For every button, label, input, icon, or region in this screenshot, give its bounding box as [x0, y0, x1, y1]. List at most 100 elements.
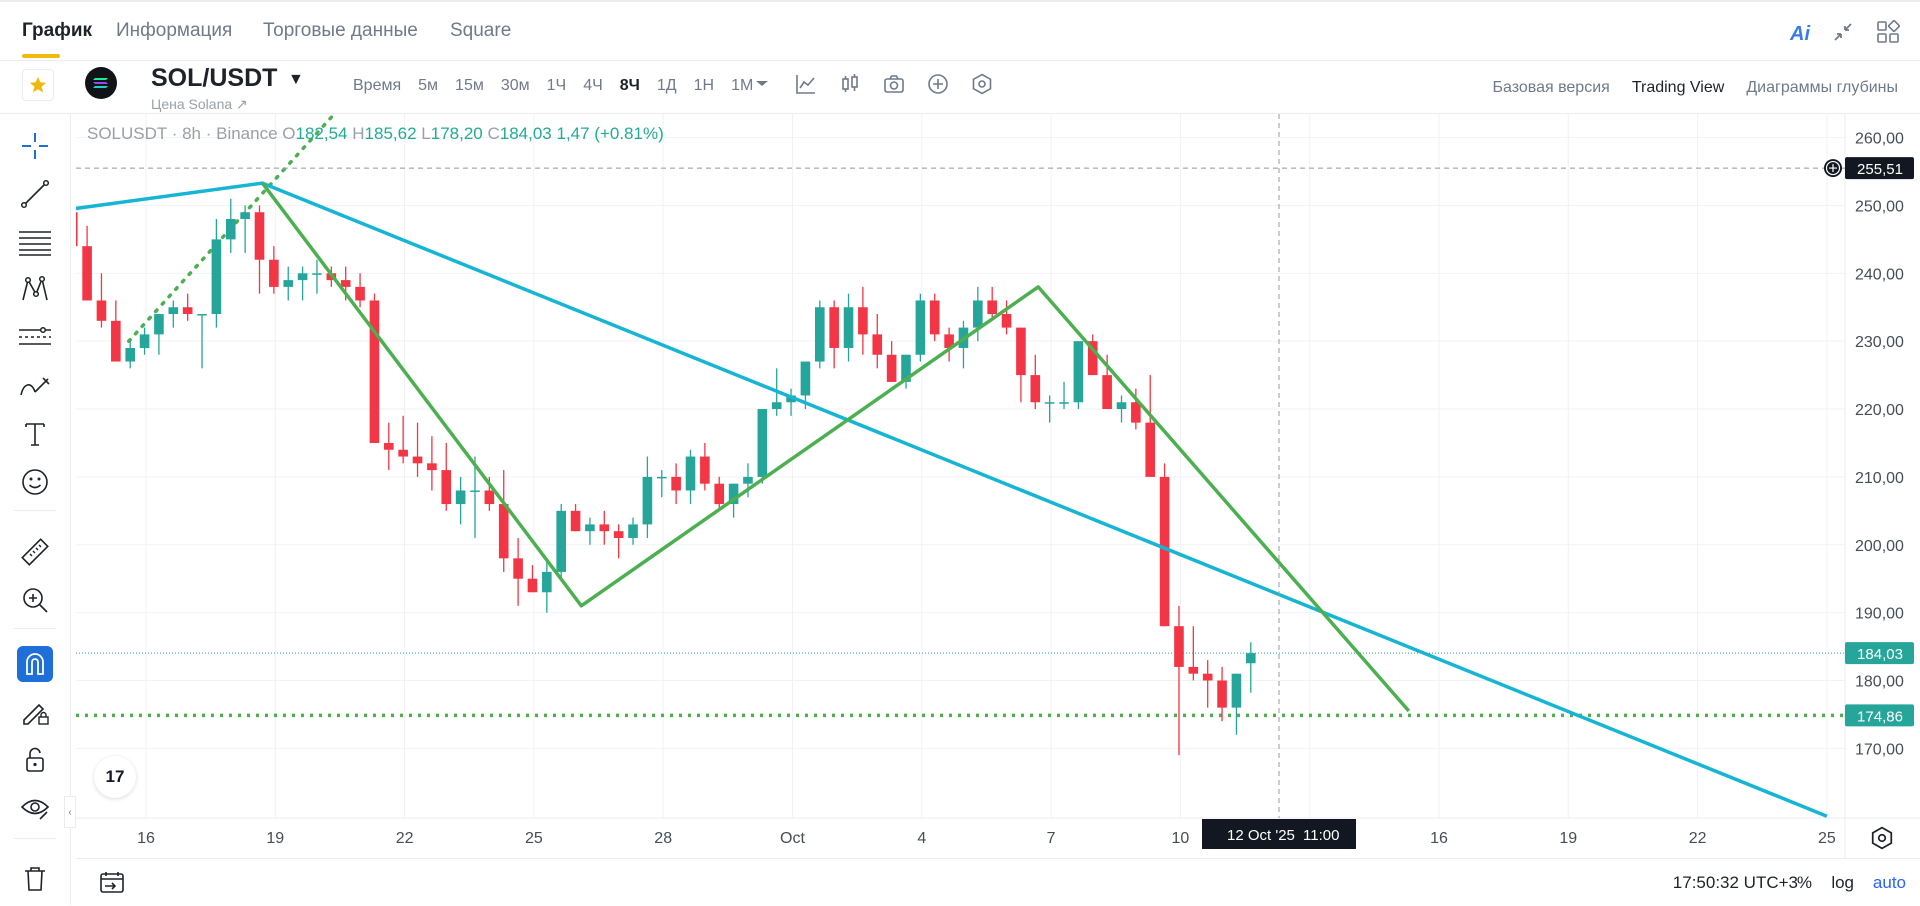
- candle-body: [211, 239, 222, 315]
- candle-body: [1174, 626, 1184, 667]
- prediction-tool-icon[interactable]: [17, 320, 53, 356]
- collapse-icon[interactable]: [1832, 21, 1854, 48]
- candle-body: [714, 483, 725, 505]
- brush-tool-icon[interactable]: [17, 368, 53, 404]
- candle-body: [1059, 402, 1069, 404]
- interval-1w[interactable]: 1Н: [693, 77, 715, 94]
- candle-body: [585, 524, 595, 532]
- fib-tool-icon[interactable]: [17, 224, 53, 260]
- interval-30m[interactable]: 30м: [500, 77, 530, 94]
- view-basic[interactable]: Базовая версия: [1492, 79, 1610, 96]
- camera-icon[interactable]: [872, 73, 916, 95]
- ai-icon[interactable]: Ai: [1790, 23, 1810, 45]
- pair-title[interactable]: SOL/USDT: [151, 64, 278, 92]
- text-tool-icon[interactable]: [17, 416, 53, 452]
- visibility-icon[interactable]: [17, 790, 53, 826]
- tab-chart[interactable]: График: [22, 20, 93, 41]
- candle-body: [1030, 375, 1041, 403]
- x-tick-label: 16: [1430, 830, 1448, 847]
- x-tick-label: Oct: [780, 830, 805, 847]
- candle-body: [987, 300, 997, 315]
- more-intervals-icon[interactable]: [740, 73, 784, 95]
- hline-price-badge-bg: [1845, 704, 1914, 727]
- zoom-tool-icon[interactable]: [17, 582, 53, 618]
- candle-body: [829, 307, 839, 348]
- trend-line-tool-icon[interactable]: [17, 176, 53, 212]
- crosshair-date: 12 Oct '25: [1227, 827, 1295, 844]
- pair-dropdown-icon[interactable]: ▼: [288, 71, 304, 88]
- interval-1d[interactable]: 1Д: [656, 77, 677, 94]
- interval-1mo[interactable]: 1М: [731, 77, 754, 94]
- candle-body: [901, 354, 911, 382]
- interval-4h[interactable]: 4Ч: [583, 77, 603, 94]
- candle-body: [628, 524, 638, 538]
- candle-body: [1016, 327, 1026, 376]
- candle-body: [355, 286, 365, 301]
- view-tradingview[interactable]: Trading View: [1631, 79, 1725, 96]
- crosshair-icon[interactable]: [17, 128, 53, 164]
- trash-icon[interactable]: [17, 860, 53, 896]
- add-alert-plus: [1829, 164, 1837, 173]
- candle-body: [441, 470, 452, 505]
- clock[interactable]: 17:50:32 UTC+3: [1672, 873, 1798, 892]
- y-tick-label: 210,00: [1855, 470, 1904, 487]
- tradingview-logo[interactable]: 17: [94, 756, 136, 798]
- interval-1h[interactable]: 1Ч: [546, 77, 567, 94]
- ruler-tool-icon[interactable]: [17, 534, 53, 570]
- interval-15m[interactable]: 15м: [455, 77, 484, 94]
- percent-scale-button[interactable]: %: [1796, 873, 1812, 892]
- candle-body: [613, 531, 624, 538]
- indicators-icon[interactable]: [784, 73, 828, 95]
- log-scale-button[interactable]: log: [1831, 873, 1854, 892]
- candle-body: [154, 314, 164, 335]
- candle-body: [1044, 402, 1055, 404]
- crosshair-price-badge-bg: [1845, 157, 1914, 180]
- favorite-button[interactable]: [22, 69, 54, 101]
- candle-body: [915, 300, 926, 355]
- candle-body: [1001, 314, 1012, 328]
- axis-settings-icon[interactable]: [1870, 826, 1894, 855]
- y-tick-label: 230,00: [1855, 334, 1904, 351]
- interval-8h[interactable]: 8Ч: [619, 77, 640, 94]
- candle-body: [1188, 666, 1199, 674]
- lock-icon[interactable]: [17, 742, 53, 778]
- tab-trading-data[interactable]: Торговые данные: [263, 20, 418, 41]
- pair-subtitle[interactable]: Цена Solana ↗: [151, 96, 248, 112]
- auto-scale-button[interactable]: auto: [1872, 873, 1906, 892]
- tab-square[interactable]: Square: [450, 20, 512, 41]
- interval-5m[interactable]: 5м: [418, 77, 439, 94]
- x-tick-label: 22: [396, 830, 414, 847]
- candle-body: [858, 307, 868, 335]
- magnet-tool-icon[interactable]: [17, 646, 53, 682]
- x-tick-label: 22: [1689, 830, 1707, 847]
- candle-body: [383, 442, 394, 450]
- x-tick-label: 19: [1559, 830, 1577, 847]
- interval-time[interactable]: Время: [353, 77, 402, 94]
- last-price-badge-bg: [1845, 642, 1914, 665]
- candle-body: [700, 456, 710, 484]
- legend-symbol[interactable]: SOLUSDT · 8h · Binance: [87, 124, 278, 143]
- candle-body: [1231, 673, 1242, 708]
- add-icon[interactable]: [916, 73, 960, 95]
- x-tick-label: 7: [1047, 830, 1056, 847]
- x-tick-label: 10: [1172, 830, 1190, 847]
- legend-change: 1,47 (+0.81%): [556, 124, 664, 143]
- layout-grid-icon[interactable]: [1876, 19, 1901, 49]
- y-tick-label: 170,00: [1855, 741, 1904, 758]
- tab-info[interactable]: Информация: [116, 20, 233, 41]
- x-tick-label: 28: [654, 830, 672, 847]
- candle-body: [470, 490, 480, 492]
- top-tabs: График Информация Торговые данные Square…: [0, 2, 1920, 61]
- settings-hex-icon[interactable]: [960, 73, 1004, 95]
- goto-date-icon[interactable]: [98, 871, 126, 900]
- lock-drawing-pencil-icon[interactable]: [17, 694, 53, 730]
- collapse-toolbar-button[interactable]: ‹: [64, 796, 76, 828]
- legend-c-label: C: [487, 124, 500, 143]
- emoji-tool-icon[interactable]: [17, 464, 53, 500]
- legend-high: 185,62: [364, 124, 417, 143]
- legend-l-label: L: [421, 124, 431, 143]
- view-depth[interactable]: Диаграммы глубины: [1746, 79, 1898, 96]
- pattern-tool-icon[interactable]: [17, 272, 53, 308]
- chart-type-icon[interactable]: [828, 73, 872, 95]
